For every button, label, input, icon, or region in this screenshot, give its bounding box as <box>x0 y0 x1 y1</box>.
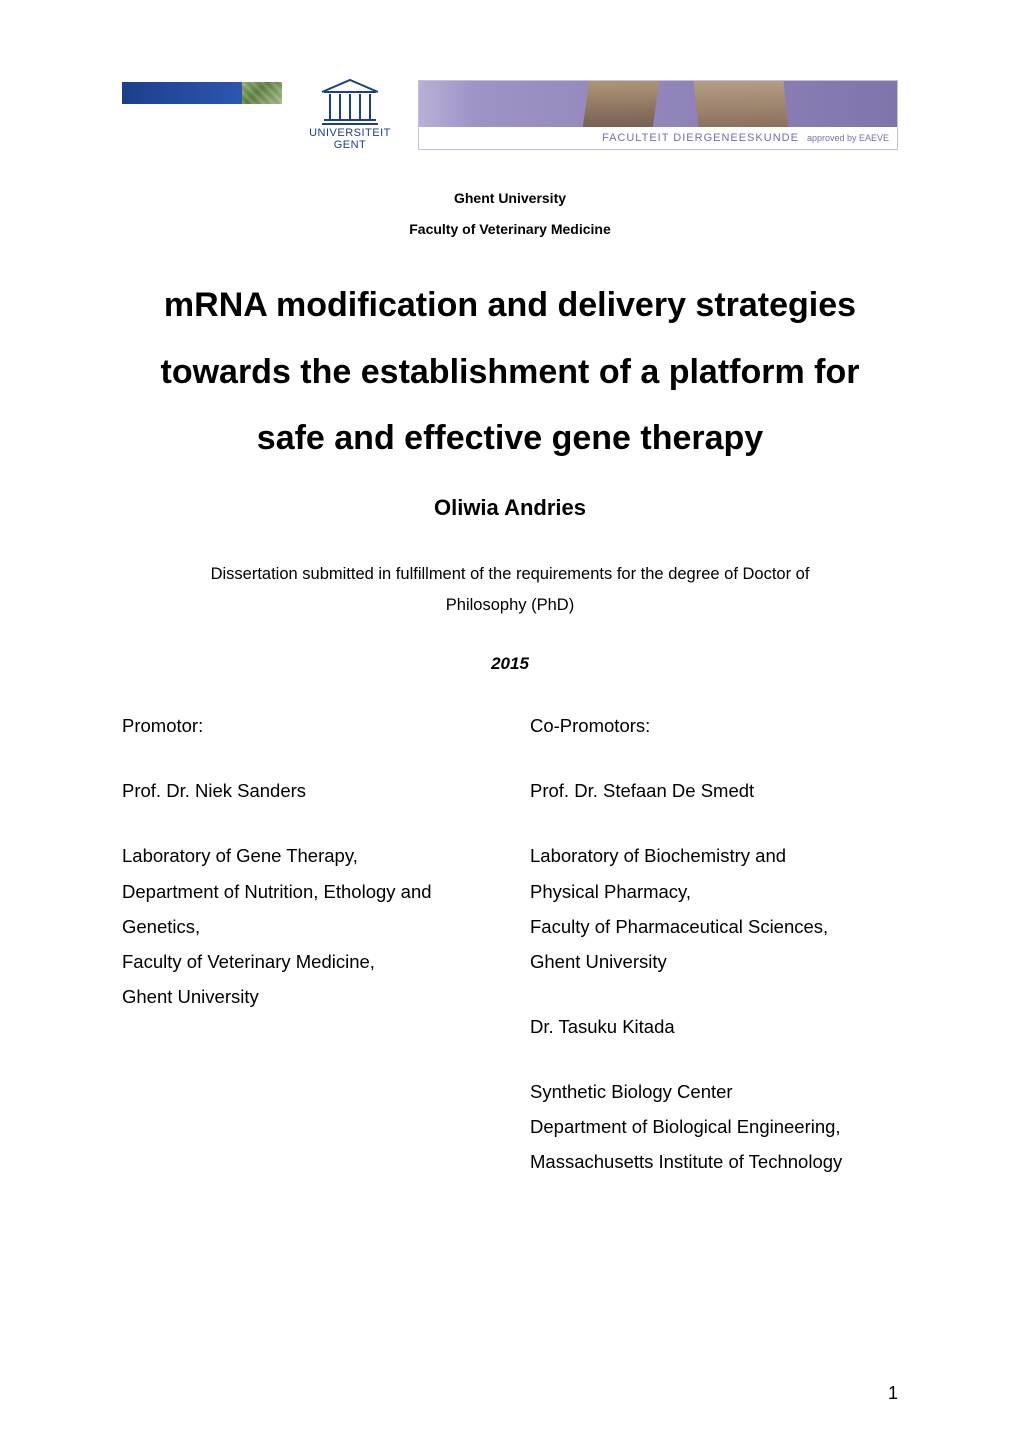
stripe-logo <box>122 82 282 104</box>
faculty-line: Faculty of Veterinary Medicine <box>122 216 898 243</box>
faculty-banner-caption: FACULTEIT DIERGENEESKUNDE approved by EA… <box>419 127 897 148</box>
author-name: Oliwia Andries <box>122 495 898 521</box>
stripe-blue <box>122 82 242 104</box>
dissertation-title: mRNA modification and delivery strategie… <box>122 272 898 471</box>
dissertation-statement: Dissertation submitted in fulfillment of… <box>122 559 898 620</box>
copromotor2-aff2: Department of Biological Engineering, <box>530 1109 898 1144</box>
aula-icon <box>320 78 380 126</box>
promotor-role: Promotor: <box>122 708 490 743</box>
ugent-line1: UNIVERSITEIT <box>309 127 391 139</box>
faculty-name: FACULTEIT DIERGENEESKUNDE <box>602 132 799 144</box>
copromotor1-aff2: Physical Pharmacy, <box>530 874 898 909</box>
promotor-aff5: Ghent University <box>122 979 490 1014</box>
page: UNIVERSITEIT GENT FACULTEIT DIERGENEESKU… <box>0 0 1020 1442</box>
copromotor2-aff3: Massachusetts Institute of Technology <box>530 1144 898 1179</box>
diss-line1: Dissertation submitted in fulfillment of… <box>122 559 898 590</box>
banner-row: UNIVERSITEIT GENT FACULTEIT DIERGENEESKU… <box>122 78 898 151</box>
promotor-aff3: Genetics, <box>122 909 490 944</box>
promotor-aff1: Laboratory of Gene Therapy, <box>122 838 490 873</box>
copromotor1-aff3: Faculty of Pharmaceutical Sciences, <box>530 909 898 944</box>
faculty-banner-photo <box>419 81 897 128</box>
stripe-green <box>242 82 282 104</box>
left-column: Promotor: Prof. Dr. Niek Sanders Laborat… <box>122 708 490 1179</box>
copromotor1-aff4: Ghent University <box>530 944 898 979</box>
page-number: 1 <box>888 1383 898 1404</box>
university-line: Ghent University <box>122 185 898 212</box>
faculty-banner: FACULTEIT DIERGENEESKUNDE approved by EA… <box>418 80 898 150</box>
columns: Promotor: Prof. Dr. Niek Sanders Laborat… <box>122 708 898 1179</box>
ugent-logo: UNIVERSITEIT GENT <box>296 78 404 151</box>
ugent-text: UNIVERSITEIT GENT <box>309 128 391 151</box>
copromotor2-aff1: Synthetic Biology Center <box>530 1074 898 1109</box>
title-line2: towards the establishment of a platform … <box>122 339 898 405</box>
faculty-approved: approved by EAEVE <box>807 133 889 143</box>
promotor-name: Prof. Dr. Niek Sanders <box>122 773 490 808</box>
title-line1: mRNA modification and delivery strategie… <box>122 272 898 338</box>
copromotor1-aff1: Laboratory of Biochemistry and <box>530 838 898 873</box>
ugent-line2: GENT <box>334 139 367 151</box>
promotor-aff4: Faculty of Veterinary Medicine, <box>122 944 490 979</box>
copromotors-role: Co-Promotors: <box>530 708 898 743</box>
title-line3: safe and effective gene therapy <box>122 405 898 471</box>
diss-line2: Philosophy (PhD) <box>122 590 898 621</box>
right-column: Co-Promotors: Prof. Dr. Stefaan De Smedt… <box>530 708 898 1179</box>
promotor-aff2: Department of Nutrition, Ethology and <box>122 874 490 909</box>
year: 2015 <box>122 654 898 674</box>
copromotor1-name: Prof. Dr. Stefaan De Smedt <box>530 773 898 808</box>
copromotor2-name: Dr. Tasuku Kitada <box>530 1009 898 1044</box>
